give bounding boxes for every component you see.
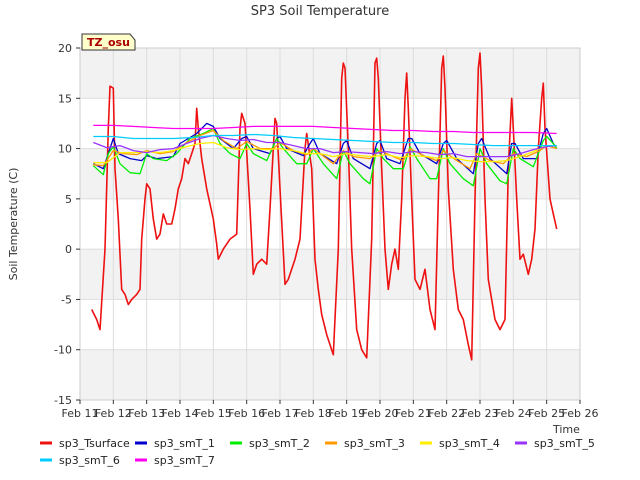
shaded-band-1 — [80, 249, 580, 300]
x-axis-label: Time — [552, 423, 580, 436]
y-tick-label: 15 — [58, 92, 72, 105]
legend-label: sp3_smT_7 — [154, 454, 215, 467]
site-badge-label: TZ_osu — [87, 36, 130, 49]
x-tick-label: Feb 16 — [228, 407, 265, 420]
legend-label: sp3_smT_6 — [59, 454, 120, 467]
y-tick-label: 20 — [58, 42, 72, 55]
x-tick-label: Feb 11 — [62, 407, 99, 420]
x-tick-label: Feb 20 — [362, 407, 399, 420]
legend-label: sp3_smT_2 — [249, 437, 310, 450]
y-tick-label: -10 — [54, 344, 72, 357]
legend-label: sp3_smT_1 — [154, 437, 215, 450]
shaded-bands — [80, 48, 580, 400]
x-tick-label: Feb 19 — [328, 407, 365, 420]
x-tick-label: Feb 12 — [95, 407, 132, 420]
legend-label: sp3_Tsurface — [59, 437, 130, 450]
shaded-band-0 — [80, 349, 580, 400]
y-axis-ticks: -15 -10 -5 0 5 10 15 20 — [54, 42, 80, 407]
series-line-sp3_Tsurface — [90, 52, 558, 361]
series-line-sp3_smT_6 — [93, 133, 557, 147]
legend: sp3_Tsurface sp3_smT_1 sp3_smT_2 sp3_smT_3 s… — [40, 437, 595, 467]
x-tick-label: Feb 14 — [162, 407, 199, 420]
shaded-band-3 — [80, 48, 580, 99]
x-tick-label: Feb 21 — [395, 407, 432, 420]
x-tick-label: Feb 22 — [428, 407, 465, 420]
plot-area — [79, 47, 581, 401]
series-line-sp3_smT_5 — [93, 134, 557, 158]
legend-item-sp3_smT_1: sp3_smT_1 — [135, 437, 215, 450]
y-tick-label: -5 — [61, 293, 72, 306]
x-tick-label: Feb 15 — [195, 407, 232, 420]
site-badge: TZ_osu — [81, 33, 136, 51]
x-tick-label: Feb 17 — [262, 407, 299, 420]
x-tick-label: Feb 24 — [495, 407, 532, 420]
x-tick-label: Feb 23 — [462, 407, 499, 420]
series-lines — [90, 52, 558, 361]
legend-item-sp3_smT_7: sp3_smT_7 — [135, 454, 215, 467]
y-tick-label: 0 — [65, 243, 72, 256]
legend-item-sp3_Tsurface: sp3_Tsurface — [40, 437, 130, 450]
y-tick-label: 10 — [58, 143, 72, 156]
x-tick-label: Feb 26 — [562, 407, 599, 420]
legend-item-sp3_smT_6: sp3_smT_6 — [40, 454, 120, 467]
series-line-sp3_smT_2 — [92, 127, 558, 187]
x-tick-label: Feb 25 — [528, 407, 565, 420]
legend-item-sp3_smT_2: sp3_smT_2 — [230, 437, 310, 450]
legend-item-sp3_smT_4: sp3_smT_4 — [420, 437, 500, 450]
y-tick-label: 5 — [65, 193, 72, 206]
x-tick-label: Feb 13 — [128, 407, 165, 420]
legend-label: sp3_smT_3 — [344, 437, 405, 450]
chart-title: SP3 Soil Temperature — [251, 4, 389, 19]
series-line-sp3_smT_7 — [93, 124, 557, 135]
y-tick-label: -15 — [54, 394, 72, 407]
legend-item-sp3_smT_3: sp3_smT_3 — [325, 437, 405, 450]
series-line-sp3_smT_3 — [93, 129, 557, 170]
y-axis-label: Soil Temperature (C) — [7, 168, 20, 281]
legend-item-sp3_smT_5: sp3_smT_5 — [515, 437, 595, 450]
legend-label: sp3_smT_4 — [439, 437, 500, 450]
x-tick-label: Feb 18 — [295, 407, 332, 420]
series-line-sp3_smT_4 — [93, 141, 557, 164]
legend-label: sp3_smT_5 — [534, 437, 595, 450]
